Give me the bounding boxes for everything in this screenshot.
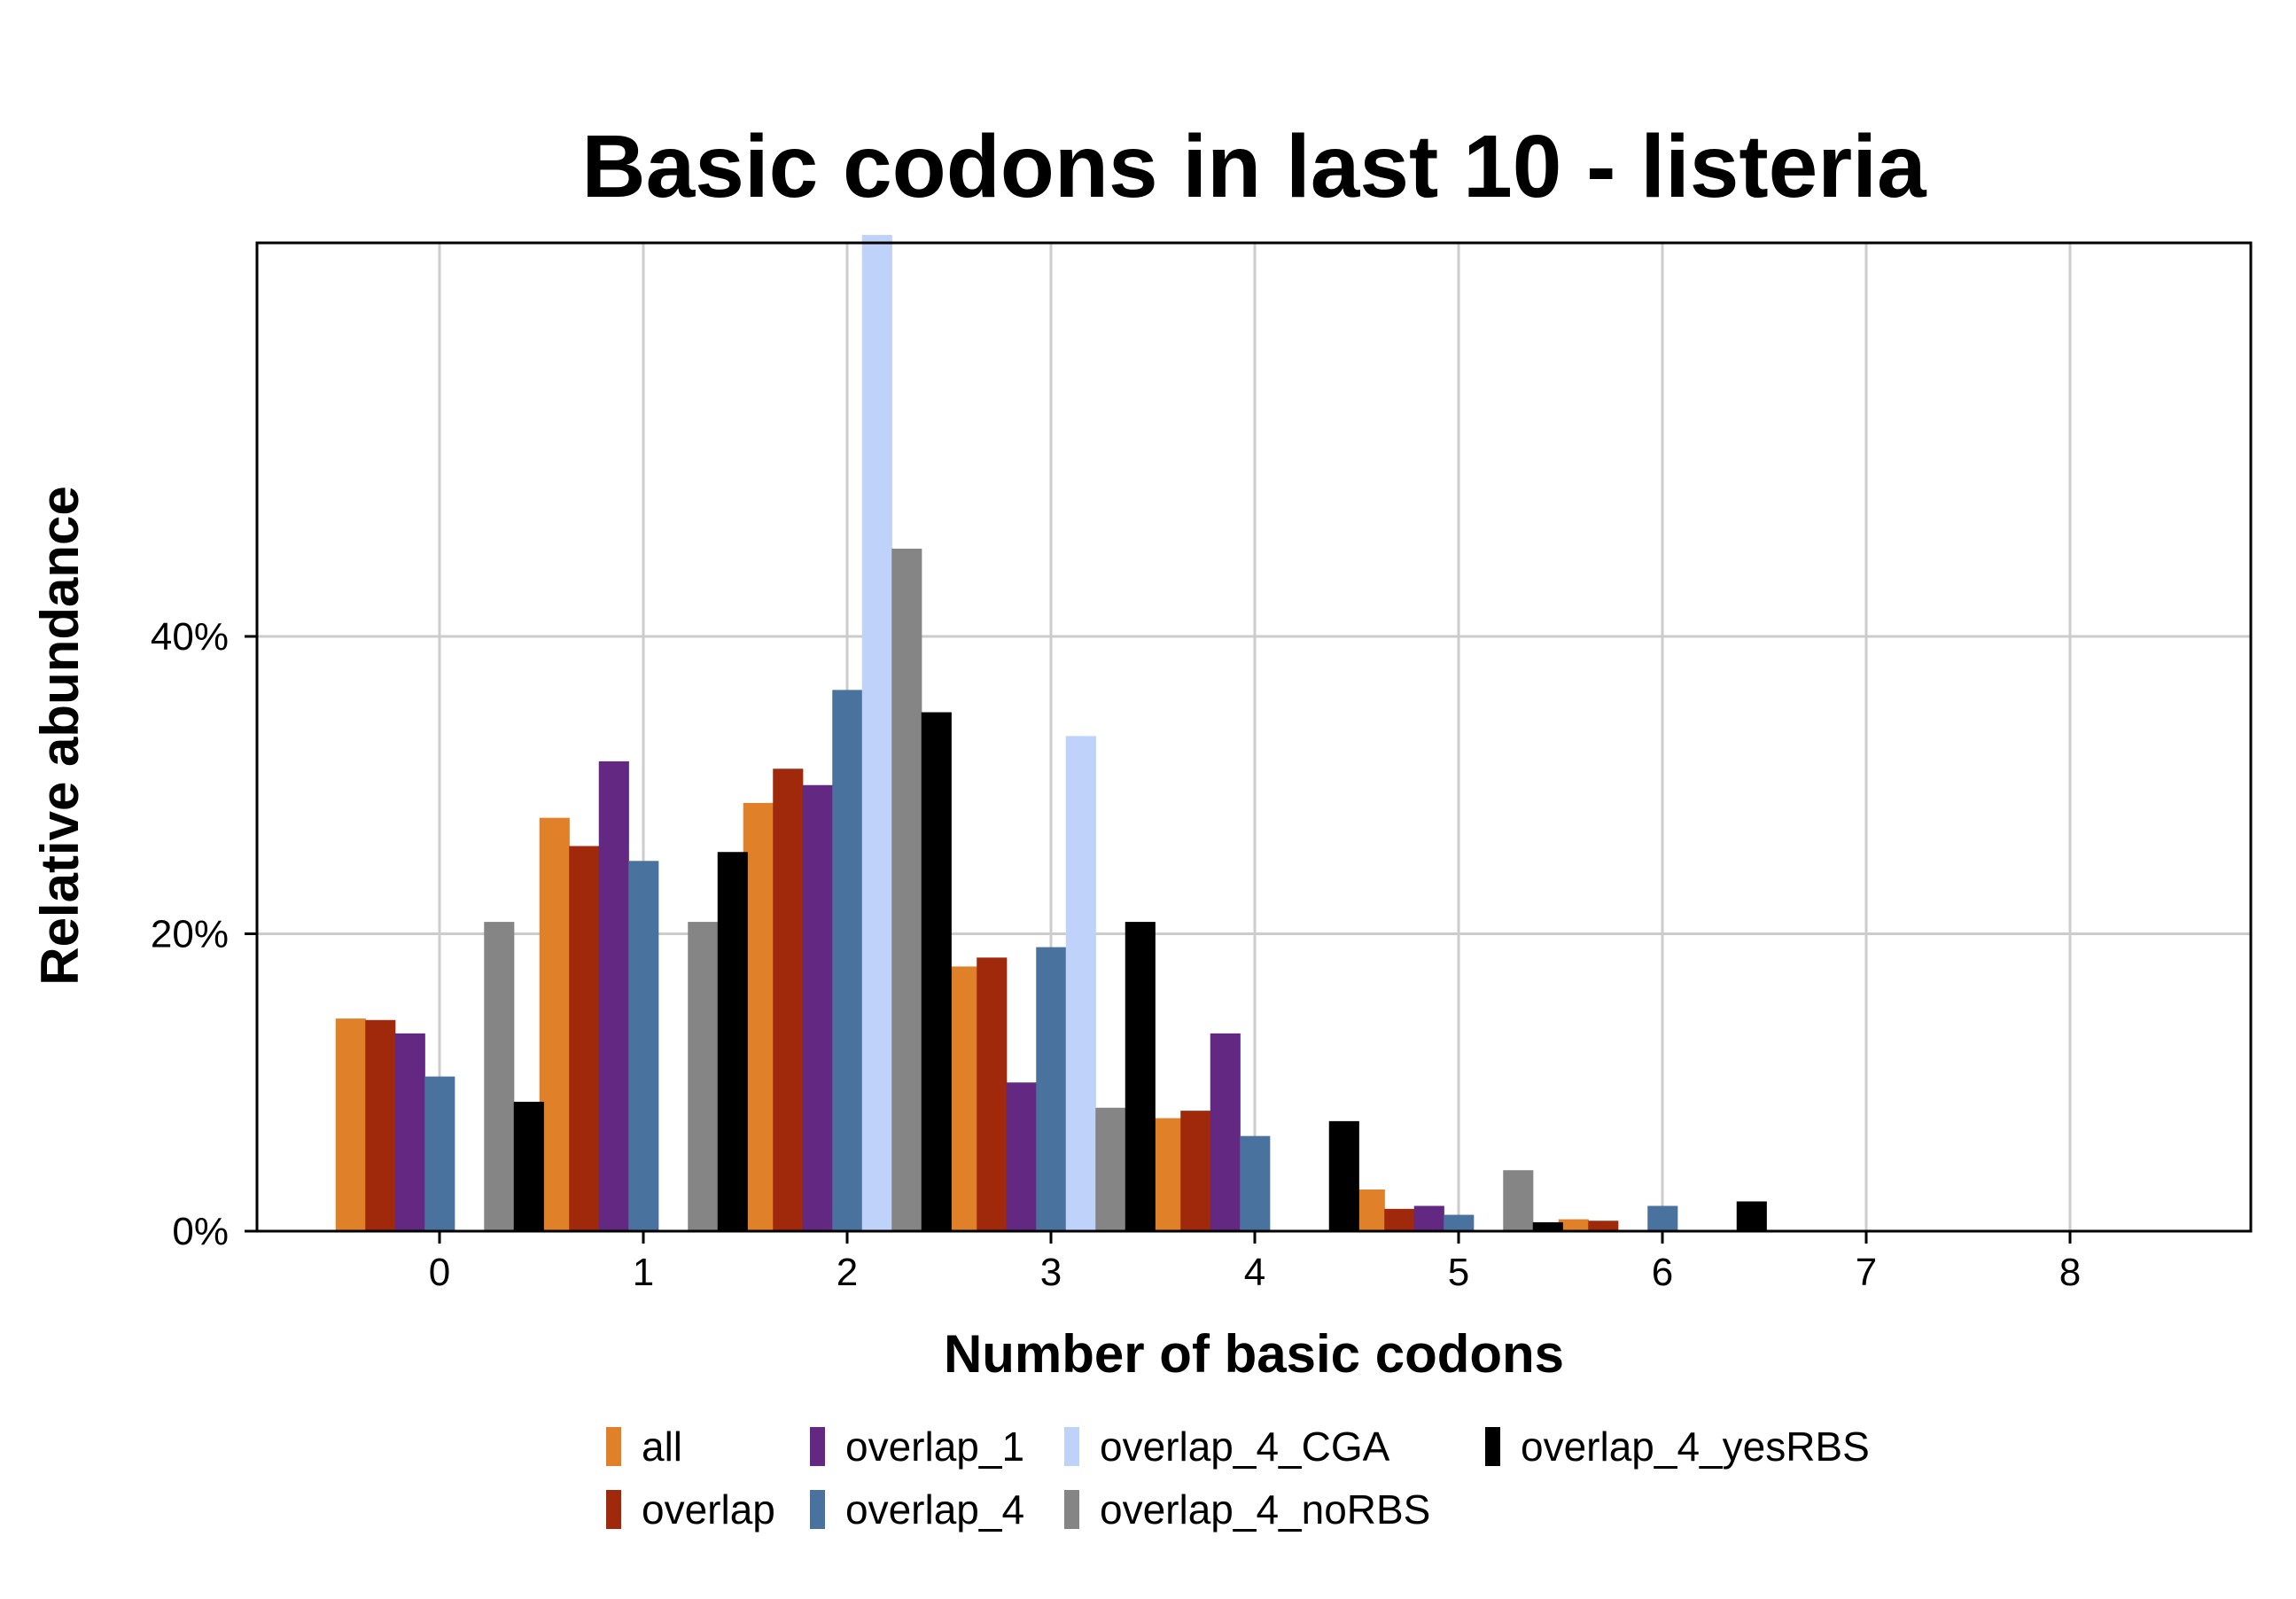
legend-swatch-all	[606, 1427, 621, 1466]
bar-overlap_1-1	[598, 760, 629, 1231]
bar-all-4	[1150, 1118, 1181, 1231]
bar-overlap_4_CGA-2	[861, 235, 892, 1232]
bar-all-1	[539, 817, 570, 1231]
bar-overlap_4_yesRBS-0	[513, 1102, 544, 1231]
legend-item-all: all	[606, 1424, 682, 1470]
legend-swatch-overlap_4_CGA	[1064, 1427, 1079, 1466]
legend-item-overlap_1: overlap_1	[810, 1424, 1024, 1470]
x-tick-label-3: 3	[1040, 1251, 1062, 1294]
bar-overlap_4_noRBS-0	[484, 922, 515, 1231]
x-axis-ticks: 0 1 2 3 4 5 6 7 8	[429, 1231, 2081, 1294]
legend-swatch-overlap_4_yesRBS	[1485, 1427, 1500, 1466]
x-tick-label-6: 6	[1652, 1251, 1673, 1294]
legend-label-overlap_4_CGA: overlap_4_CGA	[1100, 1424, 1390, 1470]
bar-overlap_4-1	[628, 861, 659, 1231]
y-tick-label-0: 0%	[172, 1210, 229, 1253]
bar-overlap_1-4	[1210, 1033, 1241, 1231]
legend-label-overlap_4_yesRBS: overlap_4_yesRBS	[1521, 1424, 1870, 1470]
bar-overlap_4_yesRBS-4	[1328, 1120, 1359, 1231]
bar-overlap_4-2	[832, 690, 863, 1231]
bar-all-6	[1558, 1219, 1589, 1231]
y-tick-label-40: 40%	[151, 615, 229, 659]
grid-lines	[257, 243, 2251, 1231]
bar-overlap_4_yesRBS-5	[1532, 1221, 1563, 1231]
bar-overlap_4_noRBS-2	[891, 549, 922, 1231]
legend-item-overlap: overlap	[606, 1486, 775, 1533]
bar-all-3	[946, 966, 977, 1231]
chart-title: Basic codons in last 10 - listeria	[581, 117, 1927, 216]
x-tick-label-5: 5	[1448, 1251, 1469, 1294]
legend: all overlap overlap_1 overlap_4 overlap_4_CG…	[606, 1424, 1870, 1533]
legend-label-overlap_1: overlap_1	[845, 1424, 1024, 1470]
legend-swatch-overlap_4_noRBS	[1064, 1490, 1079, 1529]
legend-item-overlap_4_noRBS: overlap_4_noRBS	[1064, 1486, 1430, 1533]
bar-overlap_4-5	[1444, 1214, 1475, 1231]
x-tick-label-2: 2	[837, 1251, 858, 1294]
bar-overlap_1-0	[394, 1033, 425, 1231]
bar-overlap_4-4	[1240, 1135, 1271, 1231]
bar-overlap_4_noRBS-3	[1095, 1107, 1126, 1231]
bar-overlap_1-2	[802, 784, 833, 1231]
legend-label-overlap_4_noRBS: overlap_4_noRBS	[1100, 1486, 1430, 1533]
bars	[335, 235, 1767, 1232]
y-axis-title: Relative abundance	[30, 486, 90, 986]
bar-overlap_4-0	[424, 1076, 455, 1231]
bar-overlap-6	[1588, 1221, 1619, 1231]
x-tick-label-0: 0	[429, 1251, 450, 1294]
bar-overlap_1-3	[1006, 1082, 1037, 1231]
x-tick-label-8: 8	[2059, 1251, 2081, 1294]
bar-overlap-5	[1384, 1208, 1415, 1231]
legend-swatch-overlap	[606, 1490, 621, 1529]
bar-overlap-1	[569, 846, 600, 1231]
x-tick-label-4: 4	[1244, 1251, 1265, 1294]
bar-overlap_4_noRBS-5	[1503, 1170, 1534, 1231]
bar-overlap_4_noRBS-1	[688, 922, 719, 1231]
y-axis-ticks: 0% 20% 40%	[151, 615, 257, 1253]
legend-label-all: all	[642, 1424, 682, 1470]
legend-swatch-overlap_1	[810, 1427, 825, 1466]
bar-overlap_4_yesRBS-2	[921, 712, 952, 1231]
bar-all-2	[743, 802, 774, 1231]
y-tick-label-20: 20%	[151, 913, 229, 956]
bar-overlap_4_CGA-3	[1065, 736, 1096, 1231]
legend-label-overlap: overlap	[642, 1486, 775, 1533]
bar-all-0	[335, 1018, 366, 1231]
legend-label-overlap_4: overlap_4	[845, 1486, 1024, 1533]
bar-overlap_4_yesRBS-6	[1736, 1201, 1767, 1231]
bar-overlap-2	[773, 768, 804, 1231]
legend-item-overlap_4_CGA: overlap_4_CGA	[1064, 1424, 1390, 1470]
bar-overlap_4_yesRBS-1	[717, 852, 748, 1231]
bar-overlap-3	[977, 957, 1008, 1231]
bar-overlap-0	[365, 1019, 396, 1231]
x-tick-label-7: 7	[1856, 1251, 1877, 1294]
legend-swatch-overlap_4	[810, 1490, 825, 1529]
bar-all-5	[1354, 1190, 1385, 1231]
bar-overlap-4	[1180, 1111, 1211, 1231]
legend-item-overlap_4_yesRBS: overlap_4_yesRBS	[1485, 1424, 1870, 1470]
x-axis-title: Number of basic codons	[944, 1324, 1564, 1384]
bar-overlap_4-6	[1647, 1205, 1678, 1231]
bar-overlap_4-3	[1036, 947, 1067, 1231]
x-tick-label-1: 1	[633, 1251, 654, 1294]
bar-overlap_4_yesRBS-3	[1125, 922, 1156, 1231]
bar-overlap_1-5	[1413, 1205, 1444, 1231]
legend-item-overlap_4: overlap_4	[810, 1486, 1024, 1533]
